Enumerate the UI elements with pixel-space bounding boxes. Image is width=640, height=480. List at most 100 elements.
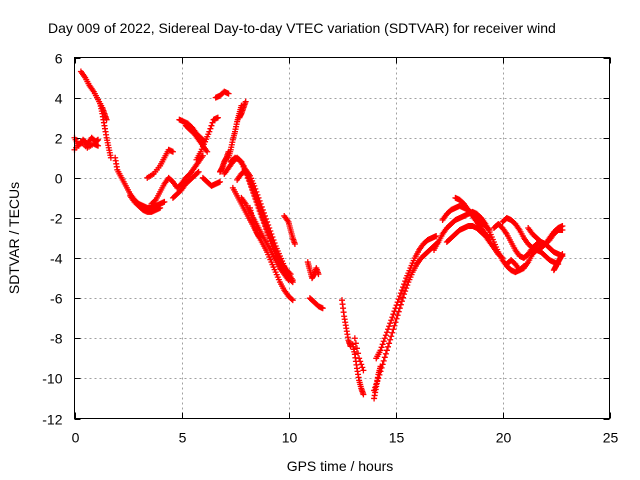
data-point: [398, 298, 405, 305]
data-point: [393, 302, 400, 309]
data-point: [391, 308, 398, 315]
data-point: [161, 198, 168, 205]
data-point: [391, 322, 398, 329]
data-point: [256, 197, 263, 204]
y-tick-label: -12: [42, 412, 62, 428]
data-point: [269, 233, 276, 240]
data-point: [499, 255, 506, 262]
y-tick-label: 4: [55, 91, 63, 107]
data-point: [401, 291, 408, 298]
data-point: [204, 148, 211, 155]
data-point: [353, 345, 360, 352]
data-point: [389, 314, 396, 321]
data-point: [398, 287, 405, 294]
data-point: [386, 323, 393, 330]
data-point: [225, 90, 232, 97]
data-point: [267, 227, 274, 234]
data-point: [399, 284, 406, 291]
data-point: [251, 182, 258, 189]
x-tick-labels: 0 5 10 15 20 25: [72, 430, 619, 446]
plot-frame: [74, 57, 610, 419]
y-tick-label: 0: [55, 171, 63, 187]
data-point: [359, 364, 366, 371]
data-point: [95, 136, 102, 143]
data-point: [387, 320, 394, 327]
data-point: [383, 329, 390, 336]
data-point: [388, 333, 395, 340]
data-point: [194, 169, 201, 176]
y-tick-labels: -12 -10 -8 -6 -4 -2 0 2 4 6: [42, 51, 62, 428]
data-point: [377, 347, 384, 354]
data-point: [291, 241, 298, 248]
data-point: [266, 224, 273, 231]
x-tick-label: 15: [389, 430, 405, 446]
data-point: [357, 358, 364, 365]
y-tick-label: 6: [55, 51, 63, 67]
data-point: [390, 326, 397, 333]
data-point: [388, 317, 395, 324]
data-point: [264, 218, 271, 225]
x-tick-label: 20: [496, 430, 512, 446]
data-point: [260, 209, 267, 216]
data-point: [288, 296, 295, 303]
data-point: [209, 119, 216, 126]
data-point: [271, 240, 278, 247]
data-point: [402, 278, 409, 285]
data-point: [157, 204, 164, 211]
data-point: [258, 203, 265, 210]
data-point: [289, 297, 296, 304]
data-point: [207, 125, 214, 132]
data-point: [394, 299, 401, 306]
data-point: [261, 212, 268, 219]
data-point: [263, 215, 270, 222]
x-tick-label: 0: [72, 430, 80, 446]
y-tick-label: -6: [50, 291, 63, 307]
y-tick-label: -8: [50, 331, 63, 347]
data-point: [486, 226, 493, 233]
data-point: [351, 335, 358, 342]
data-point: [392, 319, 399, 326]
data-point: [390, 311, 397, 318]
data-point: [381, 354, 388, 361]
data-point: [217, 178, 224, 185]
data-point: [151, 197, 158, 204]
data-point: [195, 168, 202, 175]
data-point: [285, 277, 292, 284]
data-point: [360, 367, 367, 374]
data-points: [71, 68, 566, 402]
data-point: [385, 343, 392, 350]
data-point: [255, 194, 262, 201]
grid-lines: [74, 57, 610, 419]
data-point: [252, 185, 259, 192]
data-point: [319, 305, 326, 312]
data-point: [352, 340, 359, 347]
data-point: [433, 232, 440, 239]
data-point: [378, 344, 385, 351]
data-point: [379, 341, 386, 348]
y-tick-label: -10: [42, 371, 62, 387]
data-point: [268, 230, 275, 237]
data-point: [383, 347, 390, 354]
data-point: [397, 290, 404, 297]
data-point: [356, 355, 363, 362]
data-point: [486, 235, 493, 241]
data-point: [265, 221, 272, 228]
data-point: [402, 288, 409, 295]
data-point: [360, 391, 367, 398]
data-point: [270, 237, 277, 244]
x-tick-label: 5: [179, 430, 187, 446]
data-point: [377, 363, 384, 370]
data-point: [382, 350, 389, 357]
data-point: [404, 282, 411, 289]
data-point: [259, 206, 266, 213]
x-tick-label: 25: [603, 430, 619, 446]
data-point: [396, 293, 403, 300]
axis-ticks: [74, 57, 611, 420]
data-point: [380, 357, 387, 364]
data-point: [389, 329, 396, 336]
data-point: [242, 98, 249, 105]
data-point: [355, 350, 362, 357]
data-point: [206, 128, 213, 135]
data-point: [254, 191, 261, 198]
